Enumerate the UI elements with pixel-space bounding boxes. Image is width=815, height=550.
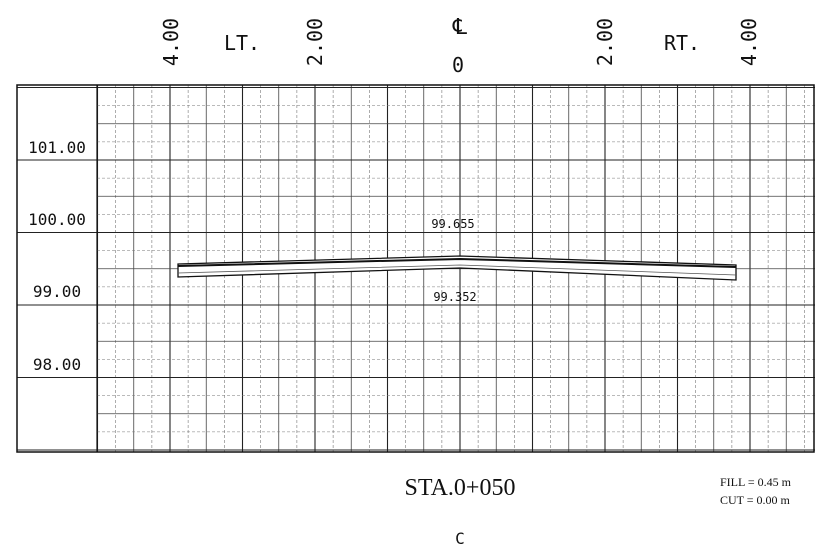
elevation-annotation: 99.655 [431,217,474,231]
side-label: RT. [664,31,700,55]
offset-label: 2.00 [303,18,327,66]
side-label: LT. [224,31,260,55]
elevation-label: 98.00 [33,355,81,374]
frame [16,84,815,453]
footer-label: C [455,529,465,548]
centerline-symbol: ℄ [452,15,468,40]
existing-grade [177,264,737,276]
finished-grade [177,257,737,268]
elevation-annotation: 99.352 [433,290,476,304]
offset-label: 0 [452,53,464,77]
offset-label: 4.00 [737,18,761,66]
elevation-label: 101.00 [28,138,86,157]
cut-quantity: CUT = 0.00 m [720,493,791,507]
elevation-label: 99.00 [33,282,81,301]
offset-label: 4.00 [159,18,183,66]
elevation-label: 100.00 [28,210,86,229]
fill-quantity: FILL = 0.45 m [720,475,792,489]
station-label: STA.0+050 [405,475,516,501]
offset-label: 2.00 [593,18,617,66]
